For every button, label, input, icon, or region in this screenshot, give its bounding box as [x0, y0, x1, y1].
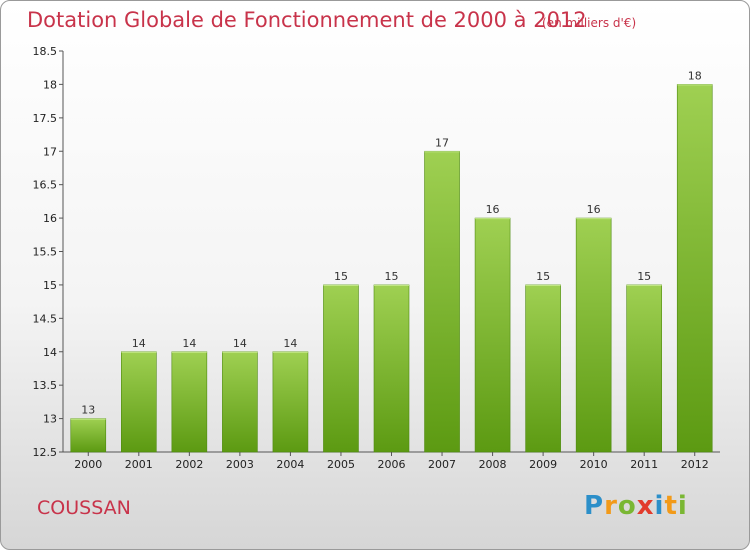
- x-tick-label: 2004: [276, 458, 304, 471]
- x-tick-label: 2006: [378, 458, 406, 471]
- bar-value-label: 14: [233, 337, 247, 350]
- bar: [575, 217, 612, 453]
- x-tick-label: 2001: [125, 458, 153, 471]
- bar-value-label: 14: [182, 337, 196, 350]
- logo-letter: r: [604, 491, 618, 521]
- bar: [424, 150, 460, 453]
- y-tick-label: 14.5: [33, 312, 58, 325]
- bar-value-label: 18: [688, 69, 702, 82]
- logo-letter: i: [654, 491, 665, 521]
- bar: [525, 284, 561, 453]
- y-tick-label: 18.5: [33, 45, 58, 58]
- bar-value-label: 16: [486, 203, 500, 216]
- y-tick-label: 12.5: [33, 446, 58, 459]
- x-tick-label: 2008: [479, 458, 507, 471]
- y-tick-label: 13: [43, 413, 57, 426]
- logo-letter: i: [677, 491, 688, 521]
- y-tick-label: 16.5: [33, 179, 58, 192]
- bar: [676, 84, 713, 453]
- y-tick-label: 16: [43, 212, 57, 225]
- bar-value-label: 13: [81, 404, 95, 417]
- bar: [70, 418, 107, 453]
- y-tick-label: 13.5: [33, 379, 58, 392]
- x-tick-label: 2007: [428, 458, 456, 471]
- bar-value-label: 16: [587, 203, 601, 216]
- chart-subtitle: (en milliers d'€): [542, 16, 637, 30]
- x-tick-label: 2003: [226, 458, 254, 471]
- bar: [626, 284, 662, 453]
- bar-value-label: 15: [385, 270, 399, 283]
- bar: [222, 351, 258, 453]
- logo-letter: P: [584, 491, 605, 521]
- y-tick-label: 17: [43, 145, 57, 158]
- x-tick-label: 2005: [327, 458, 355, 471]
- logo-letter: t: [664, 491, 678, 521]
- y-tick-label: 15: [43, 279, 57, 292]
- y-tick-label: 14: [43, 346, 57, 359]
- chart-title: Dotation Globale de Fonctionnement de 20…: [27, 8, 587, 32]
- x-tick-label: 2010: [580, 458, 608, 471]
- bar-value-label: 14: [132, 337, 146, 350]
- bar-value-label: 17: [435, 136, 449, 149]
- proxiti-logo: Proxiti: [584, 491, 688, 525]
- commune-name: COUSSAN: [37, 497, 131, 519]
- bar-value-label: 15: [637, 270, 651, 283]
- x-tick-label: 2011: [630, 458, 658, 471]
- bar: [474, 217, 511, 453]
- x-tick-label: 2012: [681, 458, 709, 471]
- bar: [272, 351, 309, 453]
- logo-letter: o: [617, 491, 637, 521]
- logo-letter: x: [636, 491, 655, 521]
- y-tick-label: 18: [43, 78, 57, 91]
- bar-value-label: 15: [334, 270, 348, 283]
- y-tick-label: 17.5: [33, 112, 58, 125]
- bar: [323, 284, 359, 453]
- y-tick-label: 15.5: [33, 246, 58, 259]
- x-tick-label: 2002: [175, 458, 203, 471]
- bar-value-label: 14: [283, 337, 297, 350]
- bar: [171, 351, 208, 453]
- bar-value-label: 15: [536, 270, 550, 283]
- x-tick-label: 2009: [529, 458, 557, 471]
- bar: [373, 284, 410, 453]
- bar: [121, 351, 157, 453]
- x-tick-label: 2000: [74, 458, 102, 471]
